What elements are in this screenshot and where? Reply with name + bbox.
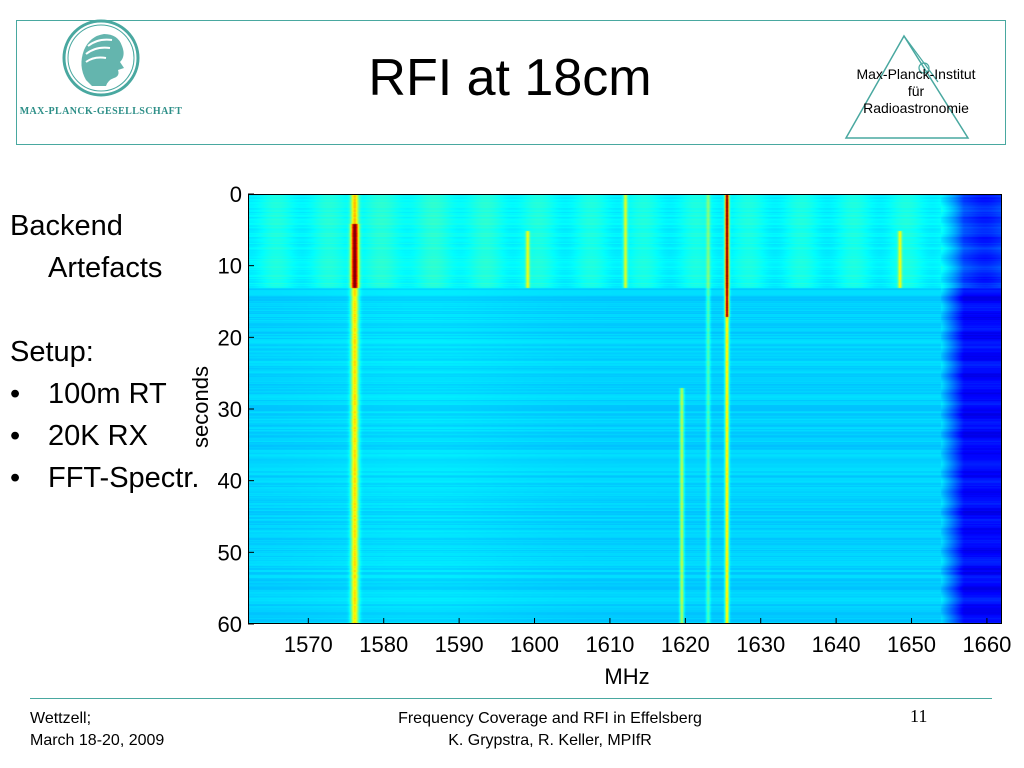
spacer <box>10 289 199 331</box>
y-tick-label: 40 <box>218 469 242 494</box>
header-box <box>16 20 1006 145</box>
y-tick-label: 10 <box>218 254 242 279</box>
y-tick-label: 30 <box>218 397 242 422</box>
x-tick-label: 1640 <box>812 632 861 657</box>
x-axis-label: MHz <box>604 664 649 689</box>
y-tick-label: 0 <box>230 182 242 207</box>
mpifr-line-1: Max-Planck-Institut <box>856 66 976 82</box>
footer-event: Wettzell; March 18-20, 2009 <box>30 708 164 752</box>
footer-event-line-2: March 18-20, 2009 <box>30 732 165 749</box>
x-tick-label: 1630 <box>736 632 785 657</box>
heatmap-plot-area <box>248 194 1002 624</box>
y-tick-label: 60 <box>218 612 242 637</box>
backend-line-2: Artefacts <box>48 252 163 284</box>
x-tick-label: 1650 <box>887 632 936 657</box>
backend-line-1: Backend <box>10 210 123 242</box>
footer-talk-authors: K. Grypstra, R. Keller, MPIfR <box>448 732 652 749</box>
page-number: 11 <box>910 706 928 726</box>
x-tick-label: 1580 <box>359 632 408 657</box>
mpifr-line-3: Radioastronomie <box>863 100 969 116</box>
footer-event-line-1: Wettzell; <box>30 710 92 727</box>
mpifr-line-2: für <box>907 83 925 99</box>
footer-divider <box>30 698 992 699</box>
y-tick-label: 50 <box>218 540 242 565</box>
bullet-item-rt: 100m RT <box>10 373 199 415</box>
svg-text:MAX-PLANCK-GESELLSCHAFT: MAX-PLANCK-GESELLSCHAFT <box>20 106 183 117</box>
bullet-item-rx: 20K RX <box>10 415 199 457</box>
setup-label: Setup: <box>10 336 94 368</box>
footer-talk: Frequency Coverage and RFI in Effelsberg… <box>320 708 780 752</box>
x-tick-label: 1600 <box>510 632 559 657</box>
y-tick-label: 20 <box>218 325 242 350</box>
spectrogram-canvas <box>249 195 1001 623</box>
bullet-list: Backend Artefacts Setup: 100m RT 20K RX … <box>10 205 199 499</box>
mpifr-logo-icon <box>844 34 970 139</box>
slide-title: RFI at 18cm <box>368 49 652 107</box>
mpifr-logo-text: Max-Planck-Institut für Radioastronomie <box>838 66 994 117</box>
x-tick-label: 1570 <box>284 632 333 657</box>
bullet-item-fft: FFT-Spectr. <box>10 457 199 499</box>
x-tick-label: 1660 <box>962 632 1011 657</box>
x-tick-label: 1590 <box>435 632 484 657</box>
x-tick-label: 1610 <box>585 632 634 657</box>
mpg-logo-icon: MAX-PLANCK-GESELLSCHAFT <box>20 19 183 117</box>
x-tick-label: 1620 <box>661 632 710 657</box>
footer-talk-title: Frequency Coverage and RFI in Effelsberg <box>398 710 702 727</box>
